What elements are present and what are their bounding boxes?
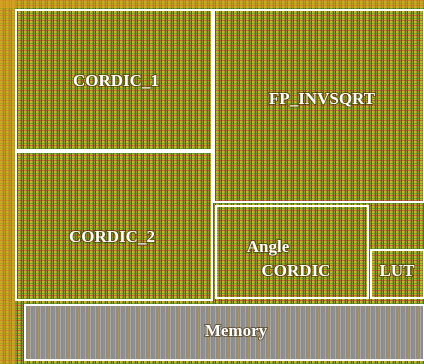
block-label: FP_INVSQRT xyxy=(269,89,376,108)
chip-layout: CORDIC_1 FP_INVSQRT CORDIC_2 Angle CORDI… xyxy=(0,0,424,364)
block-label: CORDIC_2 xyxy=(69,227,155,246)
block-label: CORDIC xyxy=(262,261,331,280)
block-label: Angle xyxy=(247,237,290,256)
block-label: CORDIC_1 xyxy=(73,71,159,90)
block-label: LUT xyxy=(380,261,416,280)
block-label: Memory xyxy=(205,321,268,340)
page: {"blocks": [ {"lines": ["CORDIC_1"]}, {"… xyxy=(0,0,424,364)
io-ring xyxy=(0,0,16,364)
io-ring xyxy=(0,0,424,8)
